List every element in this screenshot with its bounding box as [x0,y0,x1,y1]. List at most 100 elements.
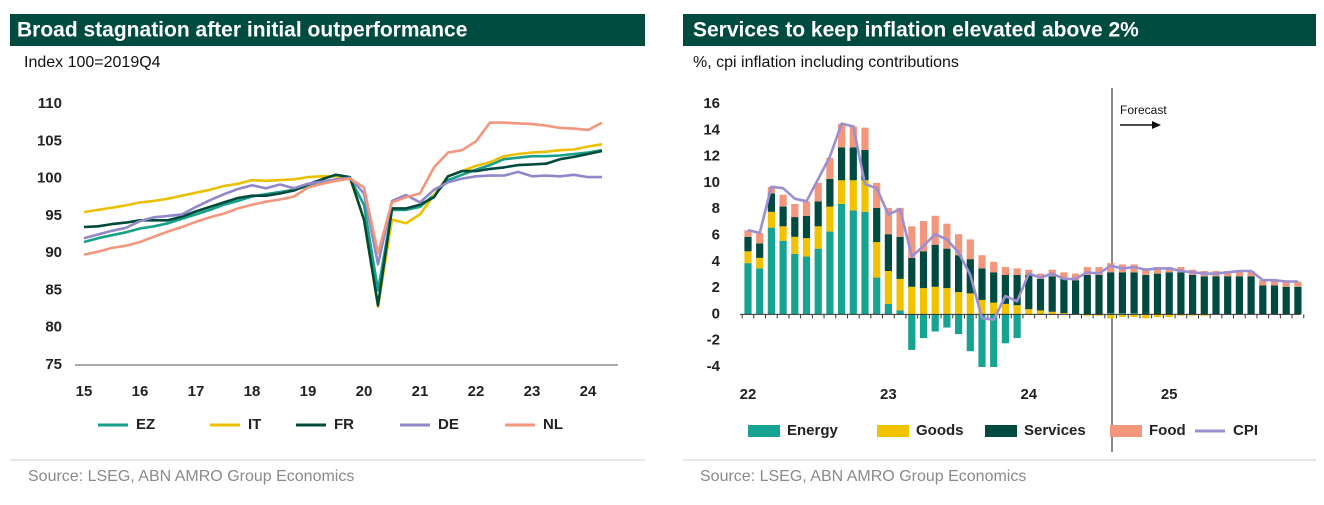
bar [955,292,963,315]
bar [1036,278,1045,311]
bar [744,263,752,315]
bar [744,236,752,252]
bar [744,251,752,264]
bar [826,157,834,179]
bar [1001,314,1009,344]
bar [756,243,764,258]
bar [1072,273,1080,281]
y-tick-label: -2 [707,332,720,349]
bar [1013,274,1021,306]
y-tick-label: 0 [712,305,720,322]
line [83,149,603,307]
bar [931,244,939,287]
bar [884,303,892,315]
bar [873,242,881,278]
bar [791,217,799,237]
bar [1224,271,1232,277]
y-tick-label: 80 [45,319,62,336]
bar [1025,309,1033,315]
bar [919,221,928,252]
bar [756,268,764,315]
bar [791,236,799,254]
y-tick-label: 12 [703,148,720,165]
x-tick-label: 22 [740,386,757,403]
bar [861,180,869,212]
bar [1036,310,1045,315]
bar [1142,268,1150,275]
bar [1153,314,1162,318]
bar [1083,274,1091,315]
legend-swatch [985,425,1017,437]
bar [1025,274,1033,310]
bar [1060,272,1068,279]
bar [931,215,939,245]
y-tick-label: 14 [703,121,720,138]
bar [1118,314,1126,318]
bar [908,286,916,315]
bar [1259,285,1267,315]
bar [919,288,928,315]
chart-title: Services to keep inflation elevated abov… [693,19,1139,42]
legend-label: IT [248,416,261,433]
x-tick-label: 15 [76,383,93,400]
y-tick-label: -4 [707,358,721,375]
y-tick-label: 6 [712,226,720,243]
bar [1259,280,1267,286]
bar [849,180,857,211]
x-tick-label: 21 [412,383,429,400]
bar [966,239,974,260]
bar [1048,311,1056,315]
bar [908,314,916,350]
legend-label: DE [438,416,459,433]
bar [1060,313,1068,315]
bar [1130,313,1138,315]
bar [1095,267,1103,275]
bar [884,207,892,235]
bar [849,210,857,315]
bar [978,268,986,300]
bar [1247,276,1255,315]
bar [896,236,904,279]
legend-label: Energy [787,422,839,439]
legend-label: Services [1024,422,1086,439]
bar [919,251,928,289]
y-tick-label: 95 [45,207,62,224]
bar [1001,274,1009,304]
bar [1294,281,1302,287]
bar [966,314,974,352]
bar [1177,314,1185,316]
bar [779,206,787,227]
bar [1118,313,1126,315]
x-tick-label: 20 [356,383,373,400]
bar [1270,285,1279,315]
bar [908,257,916,287]
source: Source: LSEG, ABN AMRO Group Economics [28,468,354,485]
bar [1165,314,1173,318]
bar [826,231,834,315]
legend-label: Goods [916,422,964,439]
y-tick-label: 105 [37,132,62,149]
bar [1235,276,1243,315]
source: Source: LSEG, ABN AMRO Group Economics [700,468,1026,485]
bar [1107,313,1115,315]
bar [1072,280,1080,315]
bar [756,232,764,244]
y-tick-label: 85 [45,281,62,298]
bar [1189,314,1197,316]
bar [978,314,986,367]
bar [814,248,822,315]
bar [779,226,787,241]
bar [849,147,857,181]
bar [767,227,775,315]
line [83,121,603,256]
bar [802,238,811,257]
bar [1165,272,1173,315]
legend-label: Food [1149,422,1186,439]
x-tick-label: 16 [132,383,149,400]
arrow-head [1152,121,1161,129]
bar [767,193,775,212]
header-bar [683,14,1316,46]
bar [943,248,951,289]
bar [861,211,869,315]
